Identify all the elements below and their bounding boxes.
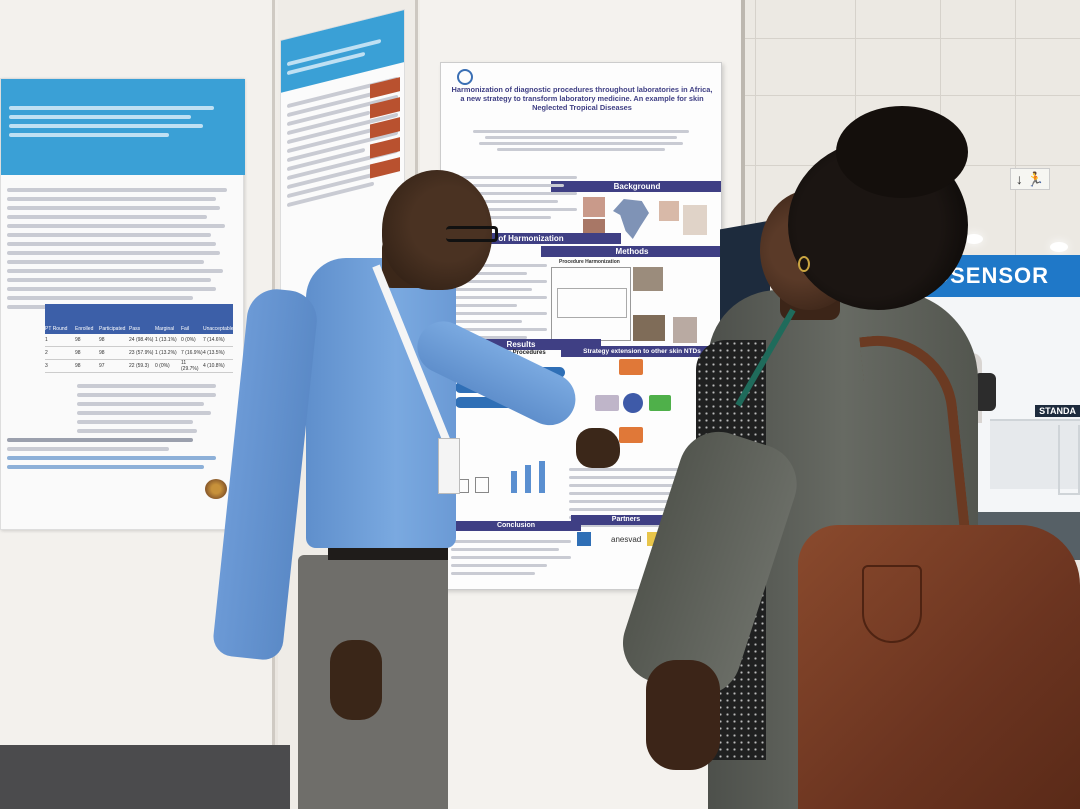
ceiling-light bbox=[965, 234, 983, 244]
kenya-seal-icon bbox=[205, 479, 227, 499]
background-text bbox=[447, 171, 577, 224]
table-cell: 0 (0%) bbox=[155, 363, 170, 369]
section-harmonization: of Harmonization bbox=[441, 233, 621, 244]
booth-counter bbox=[990, 419, 1080, 489]
brown-leather-bag bbox=[798, 525, 1080, 809]
chair bbox=[1058, 425, 1080, 495]
table-row: 2 98 98 23 (57.9%) 1 (13.2%) 7 (16.9%) 4… bbox=[45, 347, 233, 360]
table-cell: 24 (98.4%) bbox=[129, 337, 154, 343]
bag-pocket bbox=[862, 565, 922, 643]
presenter-pointing-hand bbox=[576, 428, 620, 468]
distant-person-backpack bbox=[974, 373, 996, 411]
background-images bbox=[583, 197, 713, 247]
attendee-earring-icon bbox=[798, 256, 810, 272]
booth-counter-text: STANDA bbox=[1035, 405, 1080, 417]
table-cell: 7 (16.9%) bbox=[181, 350, 203, 356]
strategy-diagram bbox=[591, 353, 721, 453]
table-cell: 4 (10.8%) bbox=[203, 363, 225, 369]
table-cell: 98 bbox=[99, 337, 105, 343]
left-poster-text bbox=[7, 183, 239, 314]
table-cell: 0 (0%) bbox=[181, 337, 196, 343]
table-cell: 7 (14.6%) bbox=[203, 337, 225, 343]
left-poster-header bbox=[1, 79, 245, 175]
red-cross-logo-icon bbox=[577, 532, 591, 546]
section-conclusion: Conclusion bbox=[451, 521, 581, 531]
methods-text bbox=[447, 259, 547, 344]
table-cell: 98 bbox=[75, 350, 81, 356]
table-row: 3 98 97 22 (59.3) 0 (0%) 11 (29.7%) 4 (1… bbox=[45, 360, 233, 373]
exit-sign-icon: ↓ 🏃 bbox=[1010, 168, 1050, 190]
table-cell: 97 bbox=[99, 363, 105, 369]
table-header-cell: Participated bbox=[99, 326, 126, 332]
presenter-badge bbox=[438, 438, 460, 494]
procedure-harmonization-label: Procedure Harmonization bbox=[559, 259, 620, 265]
table-header-cell: Enrolled bbox=[75, 326, 94, 332]
section-partners: Partners bbox=[571, 515, 681, 525]
ceiling-light bbox=[1050, 242, 1068, 252]
table-header-cell: Fail bbox=[181, 326, 190, 332]
presenter-glasses-icon bbox=[446, 226, 498, 242]
table-cell: 1 (13.2%) bbox=[155, 350, 177, 356]
table-cell: 2 bbox=[45, 350, 48, 356]
table-header-cell: PT Round bbox=[45, 326, 68, 332]
table-cell: 4 (13.5%) bbox=[203, 350, 225, 356]
left-poster-lower-text bbox=[7, 379, 239, 474]
floor bbox=[0, 745, 290, 809]
methods-photos bbox=[633, 267, 717, 347]
section-background: Background bbox=[551, 181, 721, 192]
table-header-cell: Marginal bbox=[155, 326, 175, 332]
attendee-hair-bun bbox=[836, 106, 968, 198]
presenter-left-hand bbox=[330, 640, 382, 720]
pt-results-table: PT Round Enrolled Participated Pass Marg… bbox=[45, 304, 234, 373]
conclusion-text bbox=[451, 535, 571, 580]
table-cell: 98 bbox=[75, 363, 81, 369]
who-logo-icon bbox=[457, 69, 473, 85]
presenter-head bbox=[382, 170, 492, 290]
partner-logo-anesvad: anesvad bbox=[611, 534, 642, 544]
table-cell: 3 bbox=[45, 363, 48, 369]
attendee bbox=[612, 100, 1080, 809]
table-cell: 98 bbox=[75, 337, 81, 343]
section-strategy: Strategy extension to other skin NTDs bbox=[561, 346, 721, 357]
attendee-hands bbox=[646, 660, 720, 770]
poster-authors bbox=[461, 127, 701, 154]
table-cell: 23 (57.9%) bbox=[129, 350, 154, 356]
table-header-cell: Pass bbox=[129, 326, 141, 332]
section-methods: Methods bbox=[541, 246, 721, 257]
section-results: Results bbox=[441, 339, 601, 350]
table-cell: 11 (29.7%) bbox=[181, 360, 199, 372]
left-poster: PT Round Enrolled Participated Pass Marg… bbox=[0, 78, 245, 530]
table-row: 1 98 98 24 (98.4%) 1 (13.1%) 0 (0%) 7 (1… bbox=[45, 334, 233, 347]
presenter bbox=[211, 160, 630, 809]
table-cell: 98 bbox=[99, 350, 105, 356]
table-cell: 22 (59.3) bbox=[129, 363, 150, 369]
table-cell: 1 bbox=[45, 337, 48, 343]
table-cell: 1 (13.1%) bbox=[155, 337, 177, 343]
table-header: PT Round Enrolled Participated Pass Marg… bbox=[45, 304, 234, 334]
poster-title: Harmonization of diagnostic procedures t… bbox=[451, 85, 713, 112]
table-header-cell: Unacceptable bbox=[203, 326, 234, 332]
